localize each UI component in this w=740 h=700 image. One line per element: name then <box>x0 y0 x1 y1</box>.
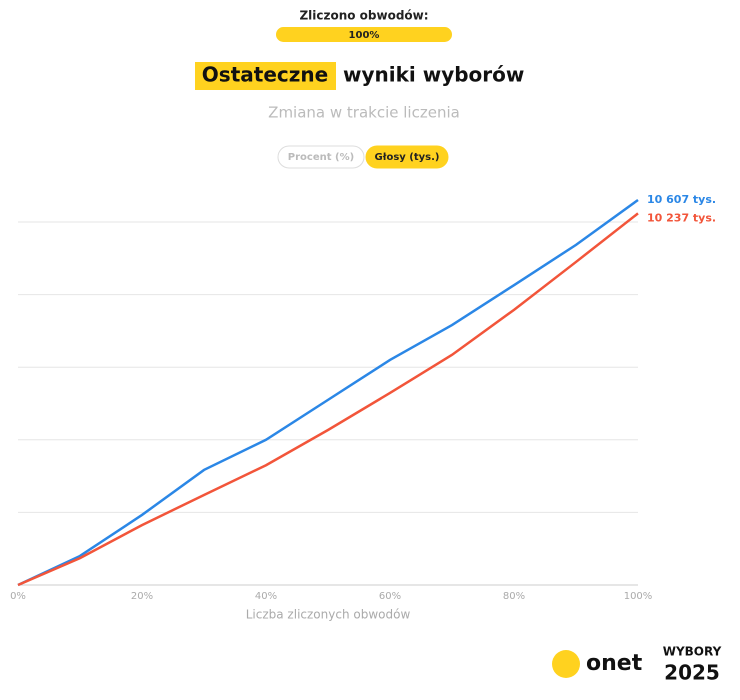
title-highlight-bg <box>195 62 336 90</box>
x-tick-label: 0% <box>10 591 26 602</box>
logo: onet <box>586 651 643 676</box>
end-label: 10 607 tys. <box>647 193 716 206</box>
progress-bar <box>276 27 452 42</box>
badge-bottom: 2025 <box>664 661 720 685</box>
progress-label: 100% <box>349 30 380 41</box>
plot: 0% 20% 40% 60% 80% 100% 10 607 tys. 10 237 tys. <box>10 193 716 602</box>
x-tick-label: 60% <box>379 591 401 602</box>
subtitle: Zmiana w trakcie liczenia <box>268 104 460 122</box>
toggle-label[interactable]: Procent (%) <box>288 152 354 163</box>
badge-top: WYBORY <box>663 645 722 659</box>
toggle[interactable] <box>365 145 449 169</box>
end-label: 10 237 tys. <box>647 211 716 224</box>
x-tick-label: 20% <box>131 591 153 602</box>
toggle-group: Procent (%) Głosy (tys.) <box>277 145 449 169</box>
logo-dot <box>552 650 580 678</box>
x-tick-label: 80% <box>503 591 525 602</box>
x-tick-label: 100% <box>624 591 653 602</box>
toggle[interactable] <box>277 145 365 169</box>
x-tick-label: 40% <box>255 591 277 602</box>
counted-label: Zliczono obwodów: <box>299 9 428 23</box>
x-axis-label: Liczba zliczonych obwodów <box>246 608 411 622</box>
title: wyniki wyborów <box>343 63 524 87</box>
toggle-label[interactable]: Głosy (tys.) <box>375 152 440 163</box>
title-highlight: Ostateczne <box>202 63 328 87</box>
series-line <box>17 212 639 587</box>
series-line <box>17 198 639 587</box>
